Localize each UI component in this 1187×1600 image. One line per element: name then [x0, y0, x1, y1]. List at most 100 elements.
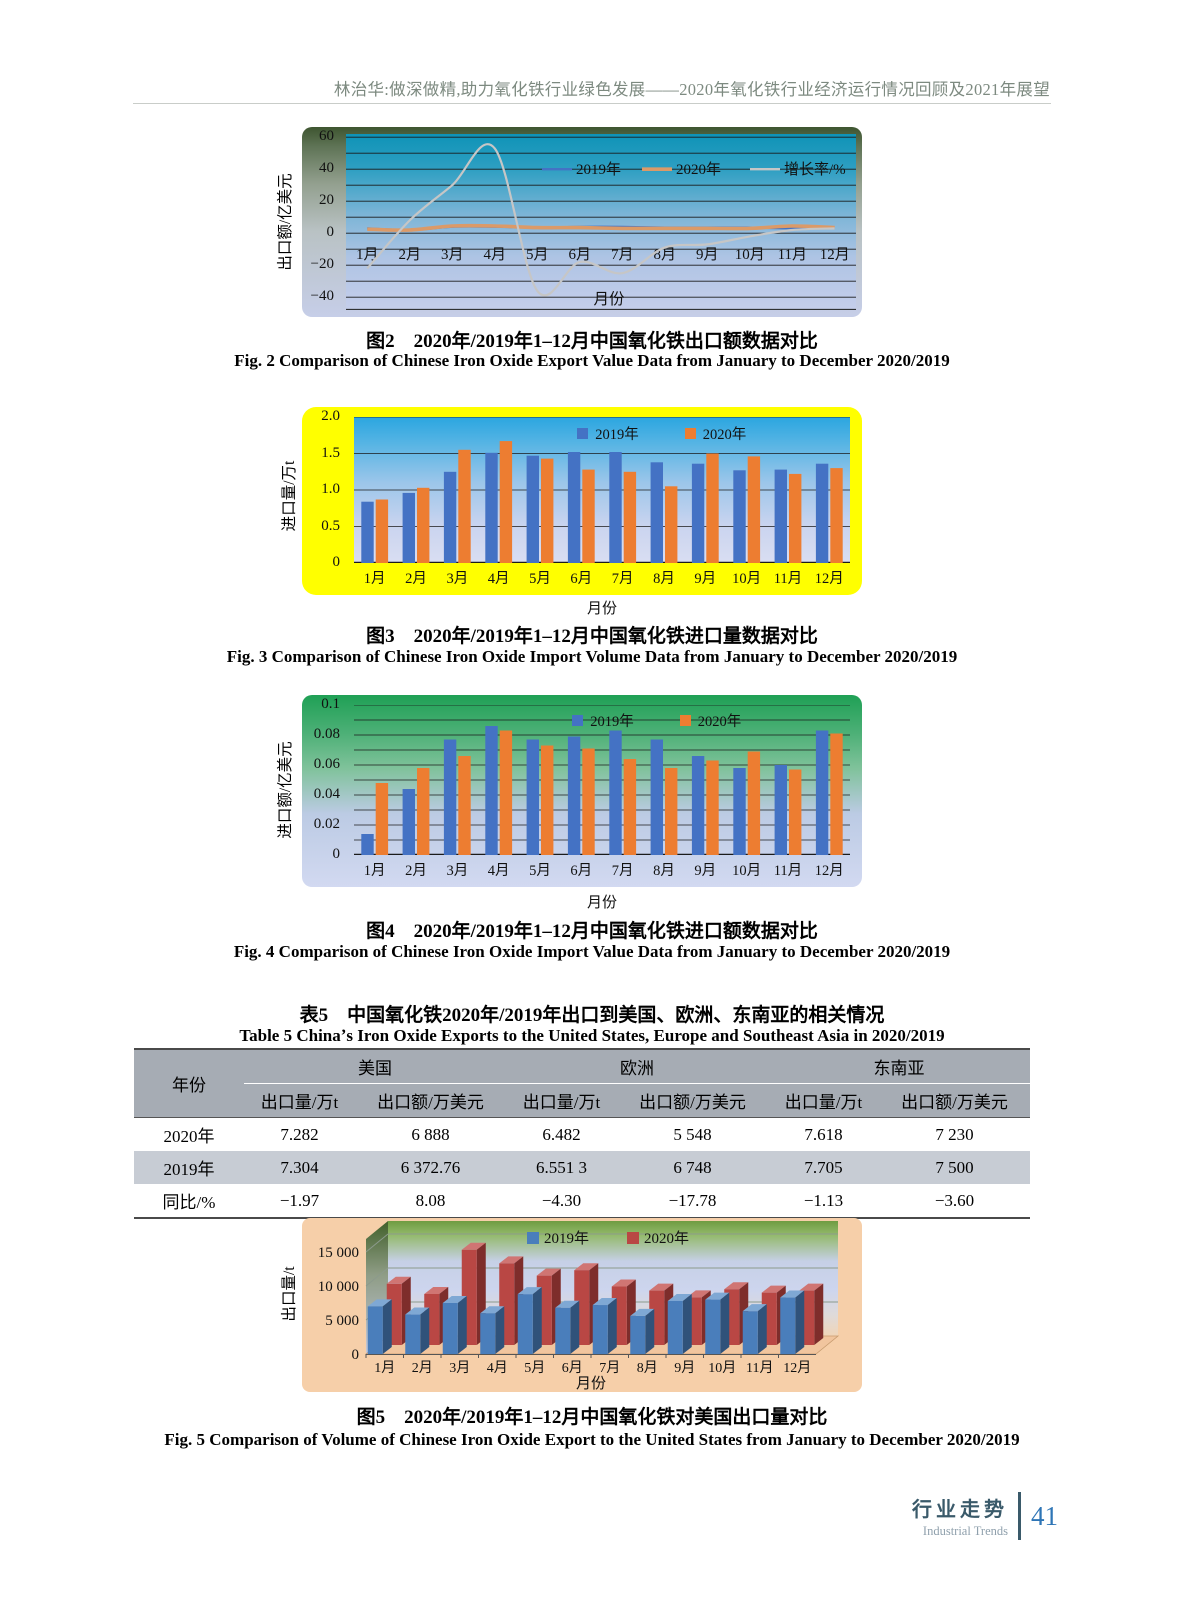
- bar-2020年: [747, 751, 761, 855]
- x-tick-label: 4月: [487, 571, 510, 587]
- y-tick-label: 0.08: [313, 726, 340, 742]
- table5-subheader: 出口量/万t: [522, 1093, 601, 1112]
- figure3-plot-area: 2019年 2020年: [354, 417, 850, 563]
- svg-text:10 000: 10 000: [318, 1279, 359, 1295]
- table-cell: 5 548: [673, 1124, 712, 1144]
- x-tick-label: 1月: [363, 863, 386, 879]
- bar-2019年: [609, 730, 622, 855]
- x-tick-label: 5月: [529, 571, 551, 587]
- figure2-caption-en: Fig. 2 Comparison of Chinese Iron Oxide …: [234, 351, 950, 370]
- table-cell: 7.304: [280, 1157, 319, 1177]
- bar-2019年: [650, 739, 663, 855]
- svg-text:10月: 10月: [735, 247, 765, 263]
- figure3-legend: 2019年 2020年: [577, 423, 746, 444]
- bar-3d: [705, 1299, 721, 1354]
- table5-subheader: 出口量/万t: [260, 1093, 339, 1112]
- legend-label: 2020年: [697, 714, 742, 730]
- bar-3d: [742, 1311, 758, 1354]
- figure4-chart: 0 0.02 0.04 0.06 0.08 0.1 2019年 2020年 1月 2月 3月 4月…: [302, 695, 862, 887]
- bar-2020年: [623, 759, 637, 855]
- y-tick-label: 0.1: [321, 696, 340, 712]
- figure2-caption-cn: 图2 2020年/2019年1–12月中国氧化铁出口额数据对比: [366, 331, 818, 352]
- y-tick-label: 20: [319, 192, 334, 209]
- svg-text:月份: 月份: [593, 290, 625, 308]
- x-tick-label: 12月: [814, 863, 844, 879]
- bar-3d: [592, 1305, 608, 1354]
- bar-2019年: [485, 452, 498, 563]
- svg-text:12月: 12月: [820, 247, 850, 263]
- bar-2020年: [499, 730, 513, 855]
- svg-text:2019年: 2019年: [576, 161, 621, 178]
- svg-text:8月: 8月: [654, 247, 677, 263]
- bar-2019年: [650, 462, 663, 563]
- x-tick-label: 11月: [773, 571, 803, 587]
- bar-2020年: [541, 458, 554, 563]
- svg-text:7月: 7月: [599, 1360, 620, 1376]
- svg-text:2020年: 2020年: [644, 1230, 689, 1247]
- y-tick-label: 0.5: [321, 517, 340, 534]
- figure4-y-axis-title: 进口额/亿美元: [277, 741, 294, 839]
- bar-2020年: [789, 473, 802, 563]
- svg-text:1月: 1月: [374, 1360, 395, 1376]
- table5-header: 年份 美国 欧洲 东南亚 出口量/万t 出口额/万美元 出口量/万t 出口额/万…: [134, 1049, 1030, 1118]
- legend-swatch: [684, 428, 696, 439]
- bar-2020年: [665, 768, 678, 855]
- table-cell: 6 748: [673, 1157, 712, 1177]
- bar-2019年: [609, 452, 622, 563]
- svg-text:2020年: 2020年: [676, 161, 721, 178]
- bar-2019年: [567, 452, 581, 563]
- table-cell: 6.551 3: [536, 1157, 587, 1177]
- x-tick-label: 10月: [732, 863, 762, 879]
- figure4-caption-cn: 图4 2020年/2019年1–12月中国氧化铁进口额数据对比: [366, 921, 818, 942]
- svg-text:2月: 2月: [399, 247, 422, 263]
- bar-2020年: [375, 499, 389, 563]
- table5-caption-cn: 表5 中国氧化铁2020年/2019年出口到美国、欧洲、东南亚的相关情况: [299, 1005, 885, 1026]
- table5-group-europe: 欧洲: [505, 1049, 768, 1084]
- table-cell: 7 500: [935, 1157, 974, 1177]
- table-cell: 6 372.76: [400, 1157, 461, 1177]
- table5-year-header: 年份: [172, 1076, 206, 1095]
- bar-3d: [630, 1315, 646, 1354]
- x-tick-label: 5月: [529, 863, 551, 879]
- header-rule: [133, 103, 1051, 104]
- bar-2019年: [526, 455, 539, 563]
- table-cell: 7.282: [280, 1124, 319, 1144]
- svg-text:5月: 5月: [526, 247, 549, 263]
- svg-text:12月: 12月: [783, 1360, 811, 1376]
- table-cell: 7 230: [935, 1124, 974, 1144]
- y-tick-label: 0: [332, 846, 341, 862]
- row-label: 2019年: [163, 1160, 215, 1179]
- x-tick-label: 3月: [446, 571, 469, 587]
- figure3-x-labels: 1月 2月 3月 4月 5月 6月 7月 8月 9月 10月 11月 12月: [354, 567, 850, 588]
- y-tick-label: 40: [319, 160, 334, 177]
- legend-swatch: [527, 1232, 539, 1244]
- table-cell: 8.08: [415, 1190, 446, 1210]
- svg-text:9月: 9月: [696, 247, 719, 263]
- table-cell: 6.482: [542, 1124, 581, 1144]
- table-cell: 6 888: [411, 1124, 450, 1144]
- bar-2020年: [830, 733, 843, 855]
- y-tick-label: 0.06: [313, 756, 340, 772]
- table-cell: 7.705: [804, 1157, 843, 1177]
- legend-label: 2019年: [595, 427, 639, 443]
- bar-3d: [667, 1300, 683, 1354]
- x-tick-label: 7月: [611, 571, 634, 587]
- bar-2020年: [458, 756, 471, 855]
- x-tick-label: 2月: [405, 863, 427, 879]
- x-tick-label: 3月: [446, 863, 469, 879]
- table-row: 2019年 7.304 6 372.76 6.551 3 6 748 7.705 7 500: [134, 1151, 1030, 1184]
- bar-2020年: [417, 487, 430, 563]
- running-header: 林治华:做深做精,助力氧化铁行业绿色发展——2020年氧化铁行业经济运行情况回顾…: [333, 80, 1050, 99]
- table-row: 同比/% −1.97 8.08 −4.30 −17.78 −1.13 −3.60: [134, 1184, 1030, 1218]
- y-tick-label: 0: [332, 554, 341, 570]
- bar-2020年: [375, 783, 389, 855]
- y-tick-label: 1.0: [321, 481, 340, 497]
- figure3-x-axis-title: 月份: [586, 601, 617, 617]
- svg-text:2月: 2月: [412, 1360, 433, 1376]
- legend-label: 2020年: [702, 427, 747, 443]
- page-number: 41: [1031, 1500, 1058, 1531]
- y-tick-label: 60: [319, 128, 334, 145]
- bar-2020年: [623, 471, 637, 563]
- figure4-x-axis-title: 月份: [586, 895, 617, 911]
- svg-text:9月: 9月: [674, 1360, 695, 1376]
